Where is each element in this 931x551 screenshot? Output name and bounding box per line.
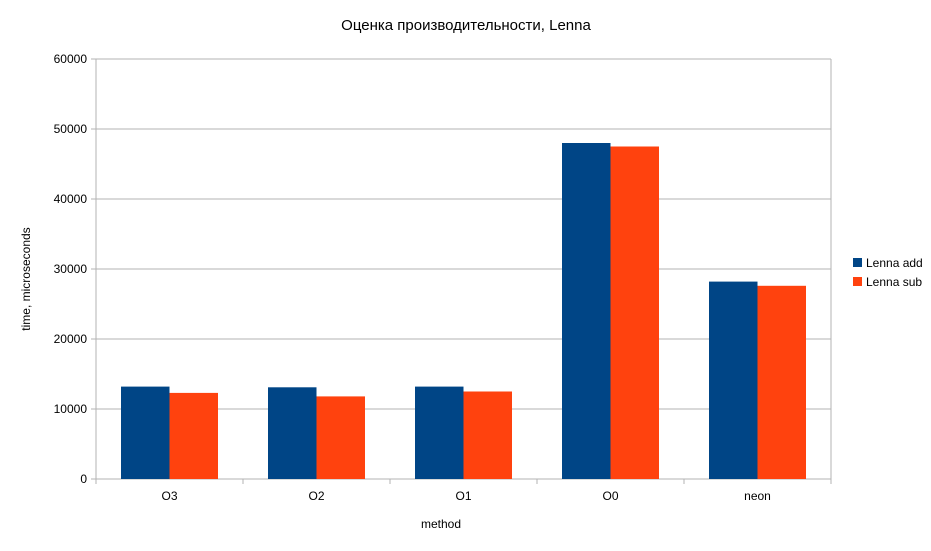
bar-lenna-add-neon — [709, 281, 758, 479]
bar-lenna-add-o3 — [121, 386, 170, 479]
y-axis-label: time, microseconds — [19, 227, 33, 330]
legend: Lenna add Lenna sub — [853, 256, 923, 289]
x-tick-label: O3 — [161, 489, 177, 503]
y-tick-label: 50000 — [54, 122, 88, 136]
y-tick-label: 60000 — [54, 52, 88, 66]
x-tick-label: O2 — [308, 489, 324, 503]
legend-swatch — [853, 277, 862, 286]
bars — [121, 143, 806, 479]
x-axis-label: method — [421, 517, 461, 531]
tick-labels: 0 10000 20000 30000 40000 50000 60000 O3 O2 O1 O0 n… — [54, 52, 771, 503]
bar-lenna-sub-o2 — [316, 396, 365, 479]
x-tick-label: neon — [744, 489, 771, 503]
bar-lenna-sub-neon — [757, 285, 806, 479]
bar-lenna-sub-o1 — [463, 391, 512, 479]
y-tick-label: 40000 — [54, 192, 88, 206]
y-tick-label: 0 — [80, 472, 87, 486]
y-tick-label: 20000 — [54, 332, 88, 346]
bar-lenna-add-o1 — [415, 386, 464, 479]
y-tick-label: 10000 — [54, 402, 88, 416]
bar-lenna-add-o2 — [268, 387, 317, 479]
legend-label: Lenna sub — [866, 275, 922, 289]
x-tick-label: O0 — [602, 489, 618, 503]
chart-title: Оценка производительности, Lenna — [341, 17, 591, 34]
bar-lenna-sub-o3 — [169, 392, 218, 479]
y-tick-label: 30000 — [54, 262, 88, 276]
legend-swatch — [853, 258, 862, 267]
x-tick-label: O1 — [455, 489, 471, 503]
bar-lenna-sub-o0 — [610, 146, 659, 479]
bar-lenna-add-o0 — [562, 143, 611, 479]
legend-label: Lenna add — [866, 256, 923, 270]
